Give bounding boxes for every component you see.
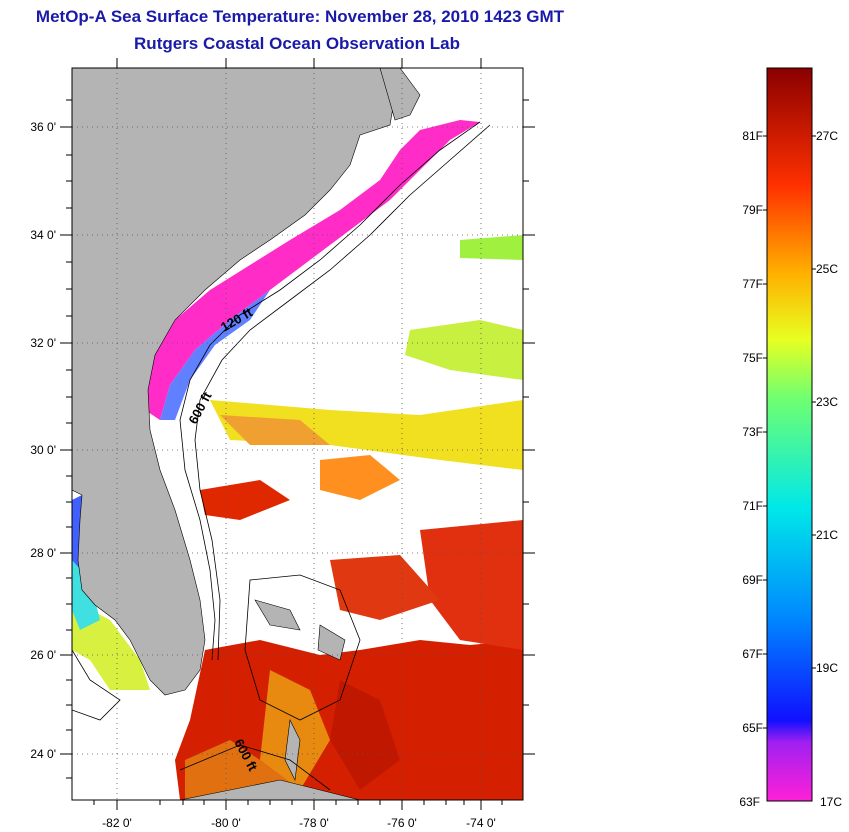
lon-label: -74 0' bbox=[466, 816, 496, 830]
colorbar-f-label: 65F bbox=[742, 721, 763, 735]
map-subtitle: Rutgers Coastal Ocean Observation Lab bbox=[134, 34, 460, 53]
lon-label: -78 0' bbox=[299, 816, 329, 830]
map-title: MetOp-A Sea Surface Temperature: Novembe… bbox=[35, 7, 565, 26]
lon-label: -76 0' bbox=[387, 816, 417, 830]
map-frame bbox=[71, 67, 524, 801]
map-area bbox=[72, 68, 523, 800]
colorbar-f-label: 73F bbox=[742, 425, 763, 439]
lat-label: 34 0' bbox=[30, 228, 56, 242]
colorbar-f-label: 77F bbox=[742, 277, 763, 291]
lat-label: 24 0' bbox=[30, 747, 56, 761]
colorbar-f-label: 81F bbox=[742, 129, 763, 143]
colorbar-c-label: 23C bbox=[816, 395, 838, 409]
lat-label: 26 0' bbox=[30, 648, 56, 662]
depth-contours bbox=[72, 121, 491, 791]
colorbar-f-label: 63F bbox=[739, 795, 760, 809]
colorbar-c-label: 19C bbox=[816, 661, 838, 675]
lat-label: 32 0' bbox=[30, 336, 56, 350]
colorbar-f-label: 71F bbox=[742, 499, 763, 513]
colorbar bbox=[766, 67, 813, 802]
colorbar-f-label: 67F bbox=[742, 647, 763, 661]
lat-label: 28 0' bbox=[30, 546, 56, 560]
colorbar-f-label: 69F bbox=[742, 573, 763, 587]
graticule bbox=[72, 68, 523, 800]
lon-ticks bbox=[93, 58, 503, 810]
colorbar-c-label: 25C bbox=[816, 262, 838, 276]
sst-field bbox=[175, 235, 523, 800]
land-mass bbox=[72, 68, 396, 696]
colorbar-c-label: 21C bbox=[816, 528, 838, 542]
colorbar-ticks bbox=[763, 135, 816, 729]
lon-label: -82 0' bbox=[102, 816, 132, 830]
lon-label: -80 0' bbox=[211, 816, 241, 830]
colorbar-c-label: 17C bbox=[820, 795, 842, 809]
colorbar-c-label: 27C bbox=[816, 129, 838, 143]
colorbar-f-label: 75F bbox=[742, 351, 763, 365]
colorbar-f-label: 79F bbox=[742, 203, 763, 217]
lat-ticks bbox=[60, 99, 535, 779]
lat-label: 30 0' bbox=[30, 443, 56, 457]
lat-label: 36 0' bbox=[30, 120, 56, 134]
